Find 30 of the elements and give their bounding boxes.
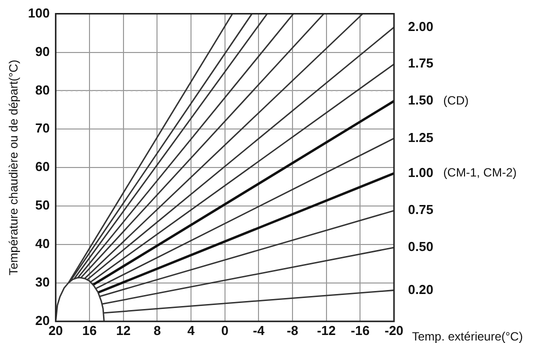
series-label: 1.75: [408, 56, 434, 71]
y-axis-title: Température chaudière ou de départ(°C): [6, 60, 20, 276]
y-tick-label: 20: [35, 312, 50, 328]
series-label: 1.00 (CM-1, CM-2): [408, 164, 517, 180]
x-tick-label: -8: [286, 322, 298, 338]
y-tick-label: 80: [35, 82, 50, 98]
y-tick-label: 90: [35, 44, 50, 59]
y-tick-label: 70: [35, 120, 50, 136]
y-tick-label: 50: [35, 198, 50, 213]
x-tick-label: -12: [316, 322, 336, 338]
x-tick-label: 12: [116, 322, 131, 338]
series-label: 0.75: [408, 202, 434, 218]
x-tick-label: 16: [82, 322, 97, 338]
y-tick-label: 40: [35, 236, 50, 252]
series-label: 2.00: [408, 18, 434, 34]
y-tick-label: 60: [35, 159, 50, 174]
series-label: 0.50: [408, 239, 434, 254]
x-tick-label: 4: [187, 322, 196, 338]
series-label: 1.50 (CD): [408, 92, 469, 108]
x-tick-label: 8: [154, 322, 161, 338]
x-tick-label: 20: [48, 322, 63, 338]
y-tick-label: 100: [28, 5, 50, 20]
series-label: 1.25: [408, 130, 434, 145]
x-axis-title: Temp. extérieure(°C): [412, 330, 523, 343]
x-tick-label: 0: [221, 322, 228, 338]
x-tick-label: -4: [252, 322, 266, 338]
x-tick-label: -20: [384, 322, 404, 338]
x-tick-label: -16: [350, 322, 370, 338]
y-tick-label: 30: [35, 274, 50, 290]
series-label: 0.20: [408, 282, 434, 297]
